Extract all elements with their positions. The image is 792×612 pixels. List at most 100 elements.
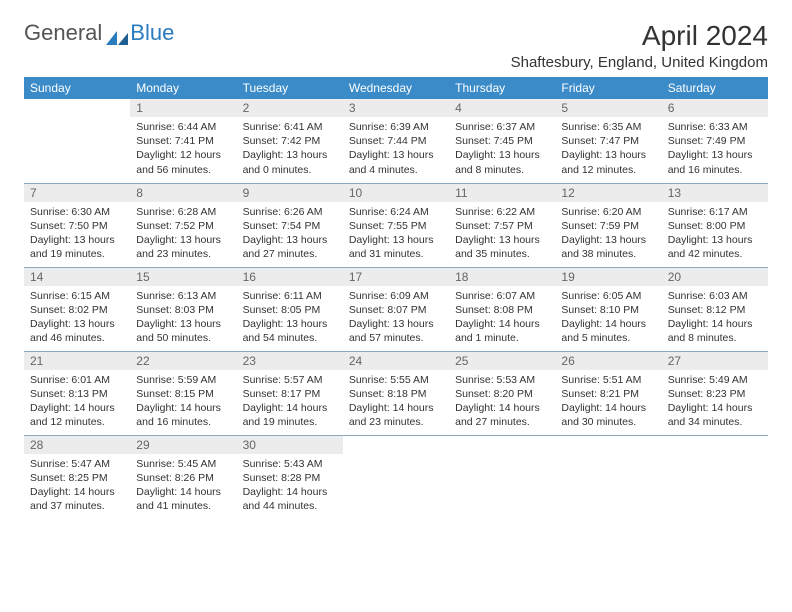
calendar-cell: 21Sunrise: 6:01 AMSunset: 8:13 PMDayligh… [24, 351, 130, 435]
sunrise-text: Sunrise: 6:28 AM [136, 205, 230, 219]
daylight1-text: Daylight: 14 hours [243, 485, 337, 499]
day-number: 16 [237, 268, 343, 286]
sunrise-text: Sunrise: 6:39 AM [349, 120, 443, 134]
sunrise-text: Sunrise: 5:53 AM [455, 373, 549, 387]
sunrise-text: Sunrise: 5:49 AM [668, 373, 762, 387]
calendar-cell: 3Sunrise: 6:39 AMSunset: 7:44 PMDaylight… [343, 99, 449, 183]
calendar-cell: 2Sunrise: 6:41 AMSunset: 7:42 PMDaylight… [237, 99, 343, 183]
day-number: 21 [24, 352, 130, 370]
daylight2-text: and 16 minutes. [668, 163, 762, 177]
daylight1-text: Daylight: 13 hours [561, 148, 655, 162]
sunset-text: Sunset: 8:02 PM [30, 303, 124, 317]
sunset-text: Sunset: 7:42 PM [243, 134, 337, 148]
sunset-text: Sunset: 7:57 PM [455, 219, 549, 233]
daylight2-text: and 27 minutes. [243, 247, 337, 261]
sunrise-text: Sunrise: 6:20 AM [561, 205, 655, 219]
daylight1-text: Daylight: 14 hours [668, 401, 762, 415]
calendar-cell: 26Sunrise: 5:51 AMSunset: 8:21 PMDayligh… [555, 351, 661, 435]
day-number: 1 [130, 99, 236, 117]
daylight2-text: and 41 minutes. [136, 499, 230, 513]
sunset-text: Sunset: 8:20 PM [455, 387, 549, 401]
daylight1-text: Daylight: 13 hours [243, 148, 337, 162]
sunrise-text: Sunrise: 6:22 AM [455, 205, 549, 219]
day-header: Thursday [449, 77, 555, 99]
location: Shaftesbury, England, United Kingdom [511, 54, 768, 71]
day-body: Sunrise: 6:26 AMSunset: 7:54 PMDaylight:… [237, 202, 343, 266]
daylight2-text: and 8 minutes. [668, 331, 762, 345]
sail-icon [106, 25, 128, 41]
calendar-cell: 12Sunrise: 6:20 AMSunset: 7:59 PMDayligh… [555, 183, 661, 267]
sunset-text: Sunset: 7:54 PM [243, 219, 337, 233]
sunrise-text: Sunrise: 6:17 AM [668, 205, 762, 219]
daylight1-text: Daylight: 13 hours [455, 233, 549, 247]
daylight2-text: and 35 minutes. [455, 247, 549, 261]
daylight2-text: and 19 minutes. [243, 415, 337, 429]
day-number: 24 [343, 352, 449, 370]
calendar-cell: 25Sunrise: 5:53 AMSunset: 8:20 PMDayligh… [449, 351, 555, 435]
daylight1-text: Daylight: 14 hours [668, 317, 762, 331]
sunset-text: Sunset: 8:13 PM [30, 387, 124, 401]
daylight1-text: Daylight: 13 hours [349, 317, 443, 331]
day-body: Sunrise: 5:43 AMSunset: 8:28 PMDaylight:… [237, 454, 343, 518]
day-number: 25 [449, 352, 555, 370]
daylight2-text: and 46 minutes. [30, 331, 124, 345]
calendar-cell: 8Sunrise: 6:28 AMSunset: 7:52 PMDaylight… [130, 183, 236, 267]
sunset-text: Sunset: 8:12 PM [668, 303, 762, 317]
day-number: 12 [555, 184, 661, 202]
daylight1-text: Daylight: 13 hours [136, 317, 230, 331]
calendar-cell: 7Sunrise: 6:30 AMSunset: 7:50 PMDaylight… [24, 183, 130, 267]
sunset-text: Sunset: 8:28 PM [243, 471, 337, 485]
day-body: Sunrise: 5:59 AMSunset: 8:15 PMDaylight:… [130, 370, 236, 434]
day-number: 29 [130, 436, 236, 454]
day-number: 27 [662, 352, 768, 370]
sunset-text: Sunset: 7:41 PM [136, 134, 230, 148]
daylight2-text: and 23 minutes. [349, 415, 443, 429]
day-body: Sunrise: 5:47 AMSunset: 8:25 PMDaylight:… [24, 454, 130, 518]
daylight2-text: and 38 minutes. [561, 247, 655, 261]
day-number: 8 [130, 184, 236, 202]
daylight2-text: and 4 minutes. [349, 163, 443, 177]
sunset-text: Sunset: 8:05 PM [243, 303, 337, 317]
day-body: Sunrise: 6:22 AMSunset: 7:57 PMDaylight:… [449, 202, 555, 266]
sunset-text: Sunset: 8:00 PM [668, 219, 762, 233]
day-body: Sunrise: 5:51 AMSunset: 8:21 PMDaylight:… [555, 370, 661, 434]
daylight1-text: Daylight: 13 hours [30, 317, 124, 331]
day-body: Sunrise: 6:20 AMSunset: 7:59 PMDaylight:… [555, 202, 661, 266]
calendar-cell [24, 99, 130, 183]
day-number: 11 [449, 184, 555, 202]
day-body: Sunrise: 6:44 AMSunset: 7:41 PMDaylight:… [130, 117, 236, 181]
sunset-text: Sunset: 8:10 PM [561, 303, 655, 317]
calendar-cell: 5Sunrise: 6:35 AMSunset: 7:47 PMDaylight… [555, 99, 661, 183]
day-header: Sunday [24, 77, 130, 99]
daylight1-text: Daylight: 13 hours [349, 148, 443, 162]
daylight1-text: Daylight: 14 hours [136, 401, 230, 415]
day-body: Sunrise: 6:41 AMSunset: 7:42 PMDaylight:… [237, 117, 343, 181]
calendar-cell: 24Sunrise: 5:55 AMSunset: 8:18 PMDayligh… [343, 351, 449, 435]
sunset-text: Sunset: 8:18 PM [349, 387, 443, 401]
calendar-cell: 11Sunrise: 6:22 AMSunset: 7:57 PMDayligh… [449, 183, 555, 267]
daylight1-text: Daylight: 13 hours [243, 317, 337, 331]
day-body: Sunrise: 6:24 AMSunset: 7:55 PMDaylight:… [343, 202, 449, 266]
brand-word1: General [24, 20, 102, 46]
daylight2-text: and 27 minutes. [455, 415, 549, 429]
daylight1-text: Daylight: 14 hours [30, 401, 124, 415]
day-number: 10 [343, 184, 449, 202]
calendar-row: 7Sunrise: 6:30 AMSunset: 7:50 PMDaylight… [24, 183, 768, 267]
calendar-cell: 16Sunrise: 6:11 AMSunset: 8:05 PMDayligh… [237, 267, 343, 351]
day-body: Sunrise: 5:57 AMSunset: 8:17 PMDaylight:… [237, 370, 343, 434]
day-header: Saturday [662, 77, 768, 99]
sunset-text: Sunset: 8:26 PM [136, 471, 230, 485]
calendar-cell: 17Sunrise: 6:09 AMSunset: 8:07 PMDayligh… [343, 267, 449, 351]
daylight1-text: Daylight: 13 hours [455, 148, 549, 162]
day-body: Sunrise: 6:28 AMSunset: 7:52 PMDaylight:… [130, 202, 236, 266]
daylight1-text: Daylight: 13 hours [668, 148, 762, 162]
calendar-cell: 19Sunrise: 6:05 AMSunset: 8:10 PMDayligh… [555, 267, 661, 351]
daylight1-text: Daylight: 13 hours [668, 233, 762, 247]
sunset-text: Sunset: 8:08 PM [455, 303, 549, 317]
day-header: Tuesday [237, 77, 343, 99]
day-number: 4 [449, 99, 555, 117]
sunrise-text: Sunrise: 6:15 AM [30, 289, 124, 303]
day-number: 9 [237, 184, 343, 202]
sunrise-text: Sunrise: 6:13 AM [136, 289, 230, 303]
calendar-cell: 10Sunrise: 6:24 AMSunset: 7:55 PMDayligh… [343, 183, 449, 267]
